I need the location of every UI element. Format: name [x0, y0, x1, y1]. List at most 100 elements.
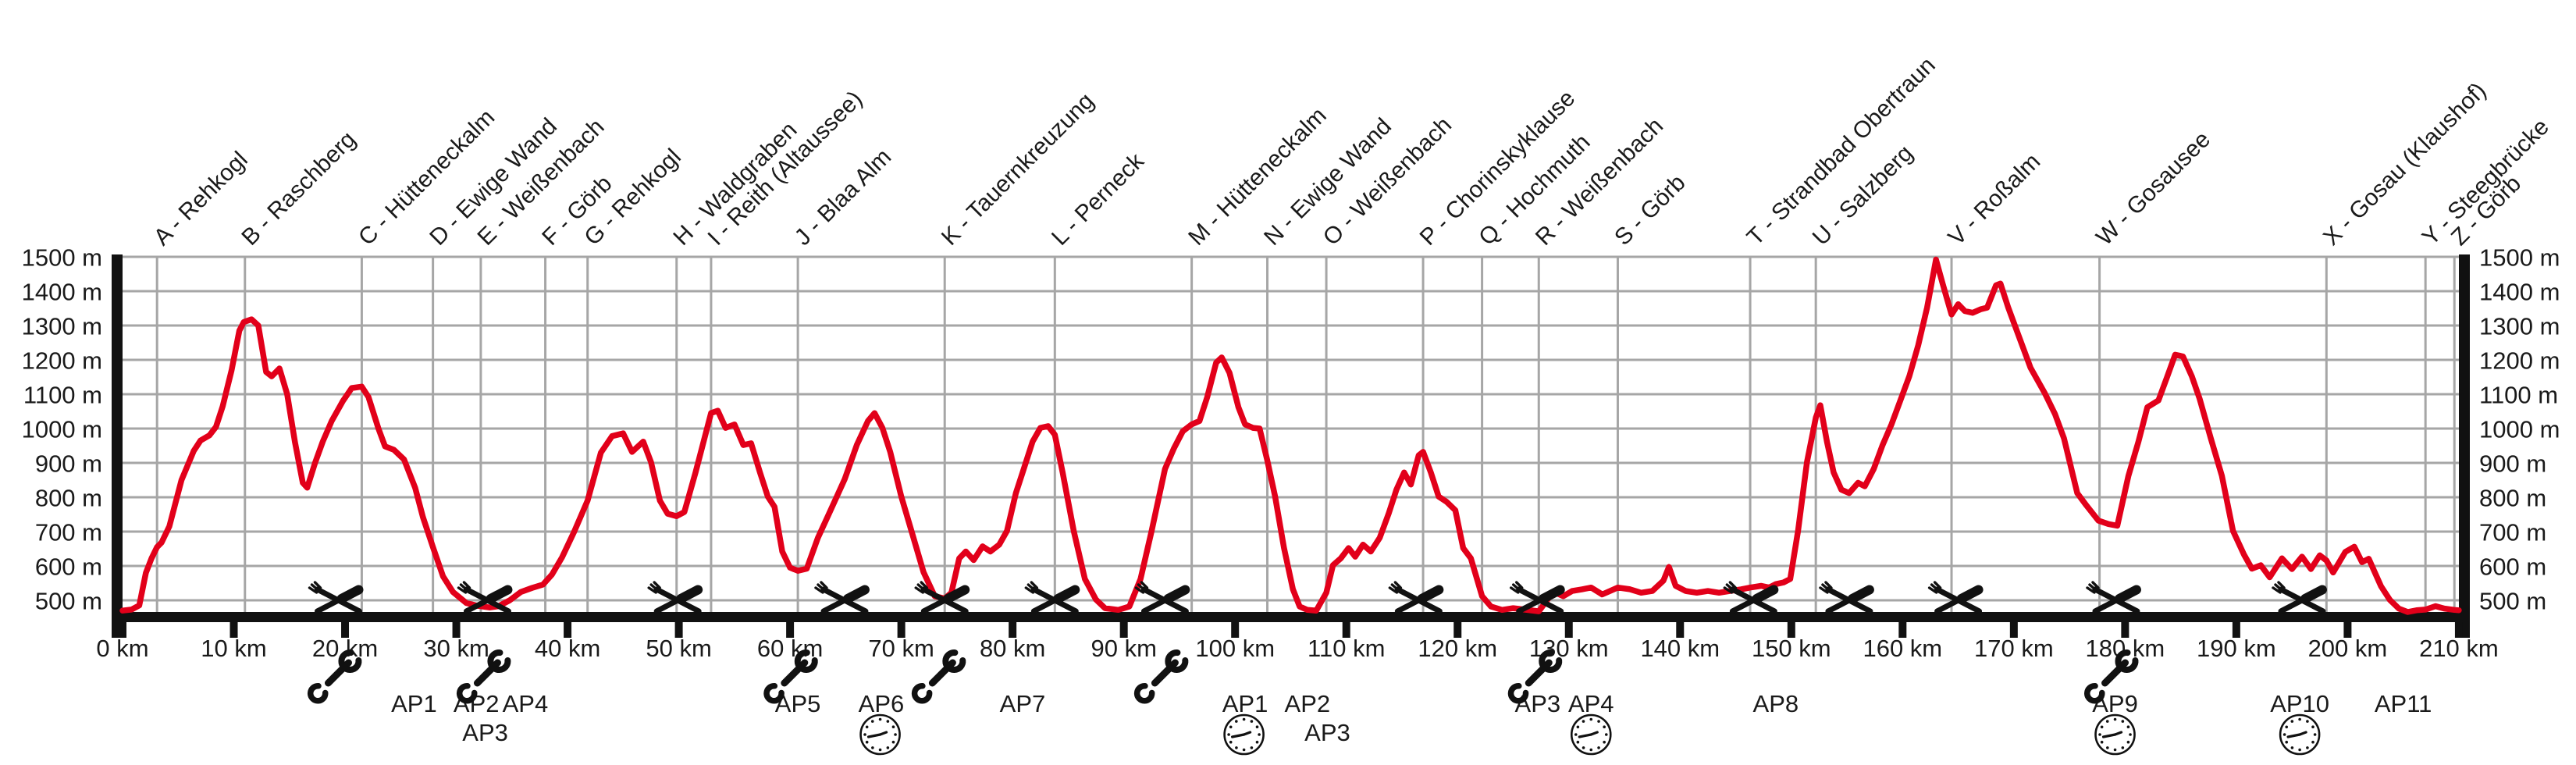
clock-dot — [2298, 717, 2301, 721]
clock-dot — [865, 725, 869, 729]
clock-dot — [886, 720, 890, 723]
fork-tine — [1510, 586, 1520, 594]
y-axis-label-left: 900 m — [35, 450, 102, 478]
x-tick-label: 190 km — [2197, 635, 2276, 662]
x-tick-label: 210 km — [2419, 635, 2499, 662]
fork-tine — [462, 581, 471, 589]
ap-label: AP8 — [1753, 690, 1799, 717]
y-axis-label-left: 1000 m — [22, 416, 102, 443]
clock-dot — [1229, 740, 1233, 744]
fork-knife-crossed-icon — [1819, 581, 1874, 614]
clock-hour-hand — [878, 731, 888, 736]
ap-label: AP7 — [1000, 690, 1046, 717]
fork-tine — [653, 581, 661, 589]
clock-dot — [1235, 720, 1238, 723]
fork-tine — [2086, 586, 2096, 594]
clock-dot — [2100, 725, 2104, 729]
clock-minute-hand — [866, 733, 882, 738]
fork-tine — [457, 586, 468, 594]
y-axis-label-left: 700 m — [35, 519, 102, 546]
wrench-icon — [457, 649, 511, 704]
fork-tine — [1030, 581, 1039, 589]
clock-minute-hand — [1578, 733, 1592, 738]
clock-dot — [1589, 748, 1593, 752]
y-axis-label-left: 1300 m — [22, 313, 102, 340]
x-tick — [1009, 622, 1017, 638]
x-tick-label: 100 km — [1195, 635, 1275, 662]
clock-dot — [863, 733, 866, 736]
fork-tine — [1515, 581, 1524, 589]
x-tick — [1231, 622, 1240, 638]
fork-knife-crossed-icon — [2272, 581, 2327, 614]
fork-tine — [1390, 583, 1400, 592]
y-axis-label-right: 800 m — [2479, 485, 2546, 512]
fork-tine — [1824, 581, 1833, 589]
clock-dot — [1582, 746, 1585, 749]
wrench-jaw-bottom — [457, 683, 478, 704]
knife-blade — [676, 585, 703, 603]
wrench-jaw-bottom — [1507, 683, 1529, 704]
ap-label: AP4 — [1568, 690, 1614, 717]
clock-dot — [1597, 720, 1600, 723]
clock-dot — [2121, 720, 2125, 723]
clock-dot — [1603, 740, 1606, 744]
x-tick — [674, 622, 683, 638]
fork-tine — [1137, 583, 1147, 592]
clock-dot — [2306, 746, 2309, 749]
x-tick-label: 160 km — [1863, 635, 1942, 662]
fork-tine — [1024, 586, 1035, 594]
knife-blade — [1053, 585, 1080, 603]
clock-dot — [1250, 720, 1254, 723]
x-tick — [1119, 622, 1128, 638]
knife-blade — [842, 585, 870, 603]
y-axis-label-right: 1400 m — [2479, 279, 2560, 306]
x-tick — [2009, 622, 2018, 638]
y-axis-label-right: 1100 m — [2479, 382, 2558, 409]
x-tick — [341, 622, 350, 638]
clock-minute-hand — [1231, 733, 1246, 738]
clock-dot — [2306, 720, 2309, 723]
wrench-jaw-top — [487, 649, 511, 674]
clock-dot — [2311, 740, 2314, 744]
fork-tine — [1927, 586, 1938, 594]
fork-tine — [459, 583, 469, 592]
wrench-jaw-bottom — [2084, 683, 2105, 704]
clock-dot — [2113, 717, 2117, 721]
fork-tine — [1725, 583, 1735, 592]
clock-dot — [894, 733, 897, 736]
clock-dot — [2298, 748, 2301, 752]
fork-knife-crossed-icon — [1723, 581, 1779, 614]
y-axis-label-right: 900 m — [2479, 450, 2546, 478]
fork-knife-crossed-icon — [1024, 581, 1080, 614]
knife-blade — [336, 585, 364, 603]
fork-knife-crossed-icon — [2086, 581, 2141, 614]
clock-dot — [871, 746, 874, 749]
y-axis-line-left — [112, 254, 123, 638]
x-tick-label: 180 km — [2086, 635, 2165, 662]
ap-label: AP3 — [462, 719, 508, 746]
wrench-icon — [763, 649, 818, 704]
clock-hour-hand — [2298, 731, 2307, 736]
clock-hour-hand — [2113, 731, 2123, 736]
clock-dot — [1574, 733, 1578, 736]
y-axis-label-left: 800 m — [35, 485, 102, 512]
x-tick — [2121, 622, 2129, 638]
x-tick — [2454, 622, 2463, 638]
knife-blade — [943, 585, 970, 603]
x-tick — [1564, 622, 1573, 638]
x-tick-label: 50 km — [646, 635, 711, 662]
ap-label: AP3 — [1304, 719, 1350, 746]
knife-blade — [486, 585, 513, 603]
fork-tine — [1821, 583, 1831, 592]
clock-dot — [1576, 740, 1580, 744]
ap-label: AP2 — [1285, 690, 1331, 717]
icon-layer — [308, 581, 2327, 756]
y-axis-label-right: 700 m — [2479, 519, 2546, 546]
fork-tine — [1140, 581, 1149, 589]
fork-tine — [1134, 586, 1145, 594]
clock-dot — [2285, 725, 2289, 729]
knife-blade — [1752, 585, 1779, 603]
x-tick-label: 40 km — [535, 635, 600, 662]
